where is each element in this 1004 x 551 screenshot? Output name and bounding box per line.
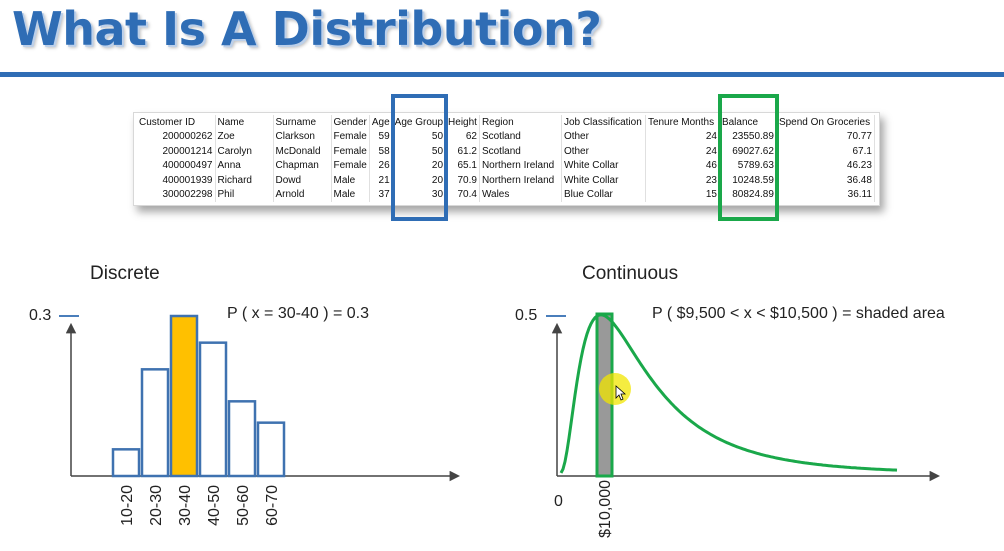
table-cell: Anna <box>215 158 274 173</box>
bar-20-30 <box>140 368 170 478</box>
table-cell: Northern Ireland <box>479 173 562 188</box>
table-row: 400000497 Anna Chapman Female 26 20 65.1 Northe… <box>137 158 875 173</box>
table-cell: 70.4 <box>445 187 480 202</box>
table-cell: Female <box>331 129 370 144</box>
x-tick-label: 30-40 <box>177 485 194 526</box>
continuous-origin-label: 0 <box>554 493 563 510</box>
discrete-bars <box>111 314 286 478</box>
table-cell: Male <box>331 173 370 188</box>
continuous-chart-title: Continuous <box>582 263 678 284</box>
table-cell: 36.11 <box>776 187 875 202</box>
column-header: Job Classification <box>561 115 646 130</box>
table-cell: Arnold <box>273 187 332 202</box>
table-cell: Phil <box>215 187 274 202</box>
table-cell: 46.23 <box>776 158 875 173</box>
table-cell: Dowd <box>273 173 332 188</box>
continuous-annotation: P ( $9,500 < x < $10,500 ) = shaded area <box>652 305 945 322</box>
x-tick-label: 50-60 <box>235 485 252 526</box>
table-cell: Blue Collar <box>561 187 646 202</box>
density-curve <box>559 313 898 474</box>
table-cell: 300002298 <box>137 187 216 202</box>
table-cell: 70.77 <box>776 129 875 144</box>
table-cell: 400001939 <box>137 173 216 188</box>
table-cell: Clarkson <box>273 129 332 144</box>
table-cell: 400000497 <box>137 158 216 173</box>
data-table-panel: Customer ID Name Surname Gender Age Age … <box>133 94 880 221</box>
table-cell: Scotland <box>479 129 562 144</box>
table-cell: McDonald <box>273 144 332 159</box>
column-header: Name <box>215 115 274 130</box>
column-header: Gender <box>331 115 370 130</box>
table-cell: 70.9 <box>445 173 480 188</box>
data-table: Customer ID Name Surname Gender Age Age … <box>137 115 875 202</box>
age-group-highlight-box <box>391 94 448 221</box>
table-cell: Female <box>331 144 370 159</box>
x-tick-label: 40-50 <box>206 485 223 526</box>
discrete-annotation: P ( x = 30-40 ) = 0.3 <box>227 305 369 322</box>
table-cell: Northern Ireland <box>479 158 562 173</box>
title-underline <box>0 72 1004 77</box>
table-cell: 61.2 <box>445 144 480 159</box>
table-cell: Richard <box>215 173 274 188</box>
balance-highlight-box <box>718 94 779 221</box>
table-body: 200000262 Zoe Clarkson Female 59 50 62 Scotland… <box>137 129 875 202</box>
table-row: 400001939 Richard Dowd Male 21 20 70.9 Northern… <box>137 173 875 188</box>
table-cell: 36.48 <box>776 173 875 188</box>
continuous-chart: Continuous P ( $9,500 < x < $10,500 ) = … <box>515 263 945 538</box>
column-header: Surname <box>273 115 332 130</box>
discrete-ytick-label: 0.3 <box>29 307 51 324</box>
bar-10-20 <box>111 448 141 478</box>
page-title: What Is A Distribution? <box>12 2 602 56</box>
table-header-row: Customer ID Name Surname Gender Age Age … <box>137 115 875 130</box>
table-cell: Female <box>331 158 370 173</box>
x-tick-label: 20-30 <box>148 485 165 526</box>
x-tick-label: 60-70 <box>264 485 281 526</box>
discrete-chart-title: Discrete <box>90 263 160 284</box>
table-cell: Zoe <box>215 129 274 144</box>
discrete-chart: Discrete P ( x = 30-40 ) = 0.3 0.3 10-20… <box>29 263 461 526</box>
mouse-cursor-icon <box>615 385 627 401</box>
table-cell: 62 <box>445 129 480 144</box>
table-cell: Male <box>331 187 370 202</box>
x-tick-label: 10-20 <box>119 485 136 526</box>
table-row: 200000262 Zoe Clarkson Female 59 50 62 Scotland… <box>137 129 875 144</box>
table-cell: Other <box>561 129 646 144</box>
column-header: Region <box>479 115 562 130</box>
table-cell: White Collar <box>561 158 646 173</box>
continuous-ytick-label: 0.5 <box>515 307 537 324</box>
bar-50-60 <box>227 400 257 478</box>
table-cell: 200000262 <box>137 129 216 144</box>
cursor-highlight <box>599 373 631 405</box>
discrete-tick-labels: 10-20 20-30 30-40 40-50 50-60 60-70 <box>119 485 281 526</box>
table-cell: Chapman <box>273 158 332 173</box>
table-cell: White Collar <box>561 173 646 188</box>
table-cell: 67.1 <box>776 144 875 159</box>
table-row: 300002298 Phil Arnold Male 37 30 70.4 Wales Blue… <box>137 187 875 202</box>
table-cell: 200001214 <box>137 144 216 159</box>
column-header: Spend On Groceries <box>776 115 875 130</box>
table-cell: Other <box>561 144 646 159</box>
table-cell: Wales <box>479 187 562 202</box>
column-header: Height <box>445 115 480 130</box>
bar-30-40 <box>169 314 199 478</box>
column-header: Customer ID <box>137 115 216 130</box>
table-cell: Scotland <box>479 144 562 159</box>
continuous-xtick-label: $10,000 <box>597 480 614 538</box>
bar-60-70 <box>256 421 286 478</box>
table-cell: Carolyn <box>215 144 274 159</box>
table-row: 200001214 Carolyn McDonald Female 58 50 61.2 Sc… <box>137 144 875 159</box>
bar-40-50 <box>198 341 228 478</box>
table-cell: 65.1 <box>445 158 480 173</box>
